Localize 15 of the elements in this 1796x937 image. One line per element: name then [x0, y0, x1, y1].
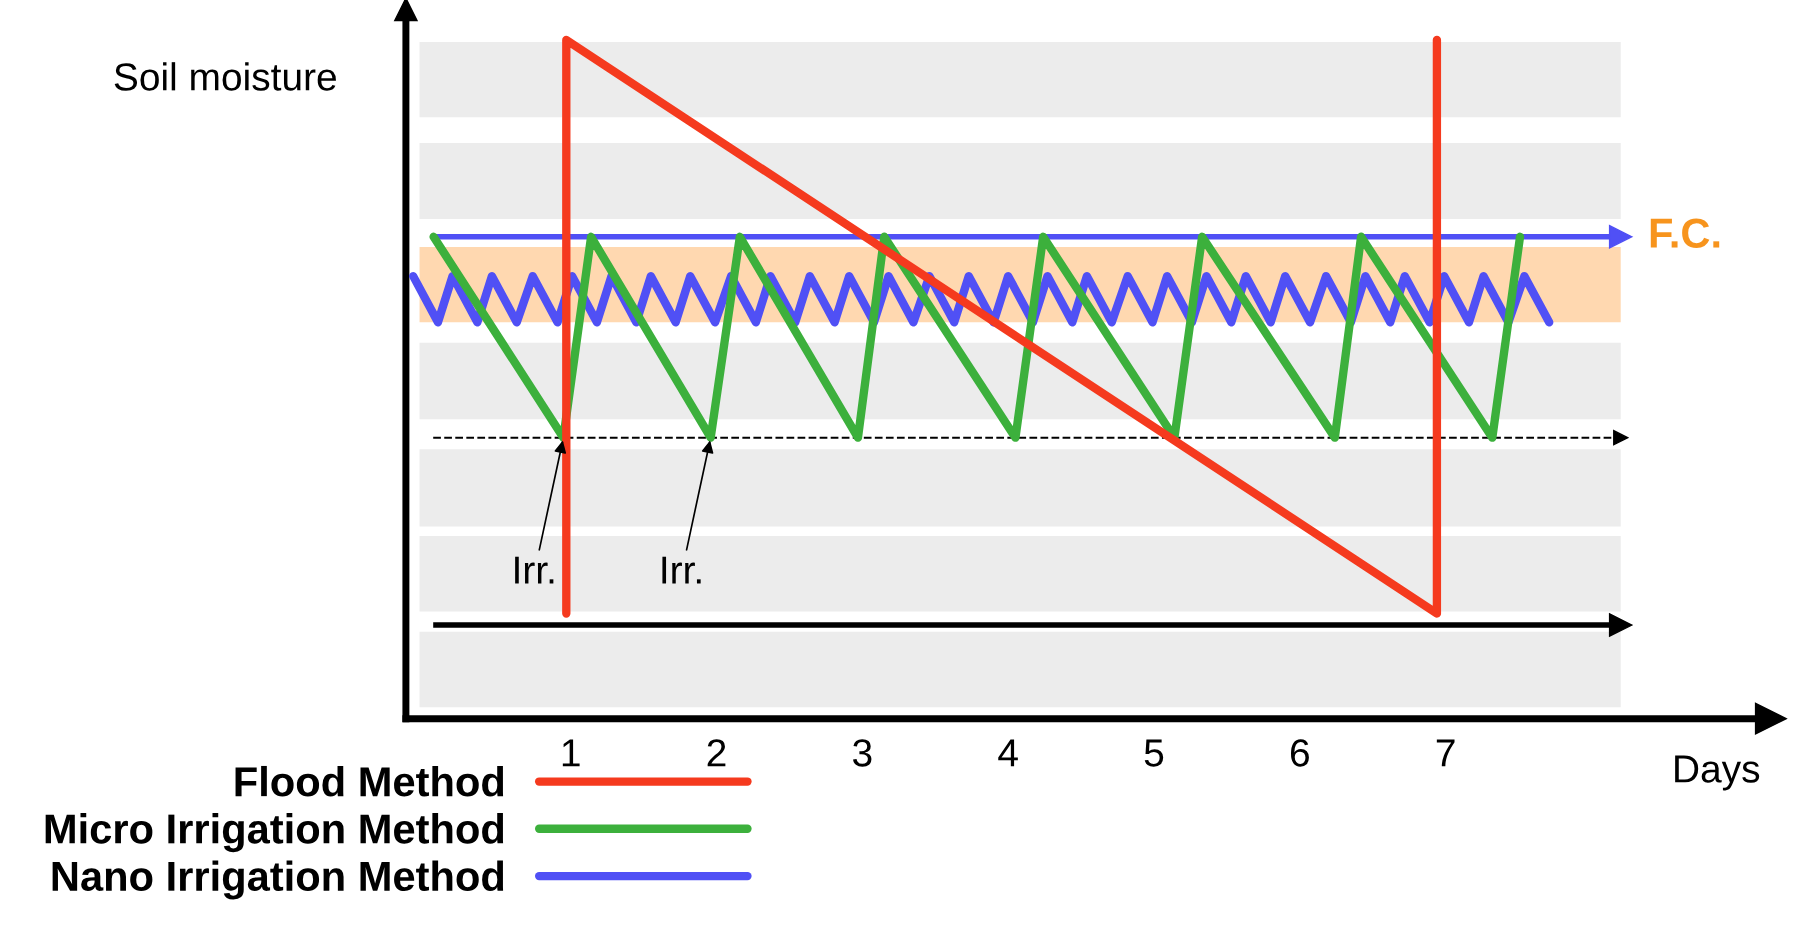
x-tick-label: 7 — [1436, 739, 1455, 767]
x-tick-label: 2 — [707, 739, 726, 767]
x-tick-label: 4 — [998, 739, 1018, 767]
annotation: Irr. — [515, 556, 554, 584]
x-tick-label: 6 — [1290, 739, 1309, 767]
legend-label: Flood Method — [235, 765, 504, 797]
legend-label: Nano Irrigation Method — [52, 860, 504, 900]
x-tick-label: 1 — [562, 739, 580, 767]
legend-label: Micro Irrigation Method — [45, 813, 504, 853]
x-tick-label: 5 — [1144, 739, 1164, 767]
annotation: Irr. — [662, 556, 701, 584]
ref-line-label: F.C. — [1650, 218, 1720, 248]
y-axis-title: Soil moisture — [114, 62, 336, 91]
x-tick-label: 3 — [853, 739, 872, 767]
x-axis-title: Days — [1675, 755, 1760, 791]
